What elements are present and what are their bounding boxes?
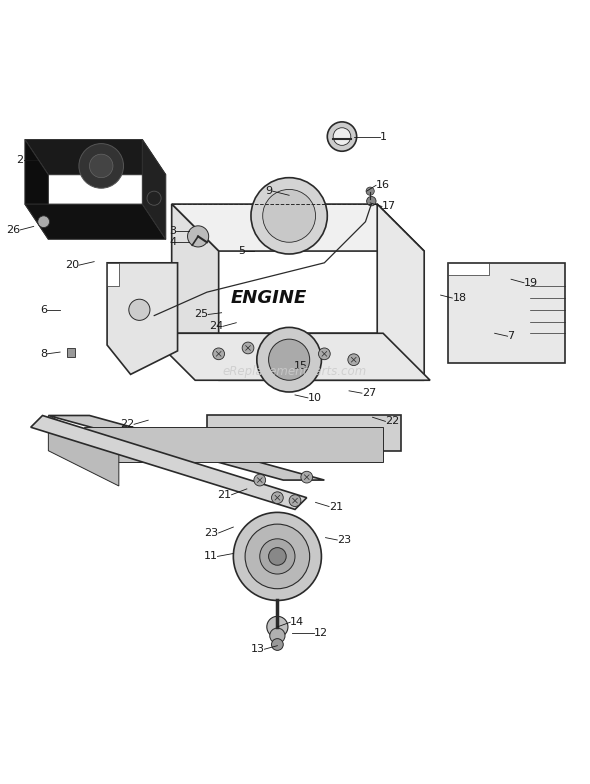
Text: 12: 12 bbox=[314, 628, 328, 637]
Circle shape bbox=[79, 143, 123, 188]
Text: 11: 11 bbox=[204, 551, 218, 561]
Circle shape bbox=[254, 474, 266, 486]
Circle shape bbox=[366, 187, 374, 195]
Text: 22: 22 bbox=[385, 416, 399, 426]
Text: 3: 3 bbox=[169, 226, 176, 235]
Text: 7: 7 bbox=[507, 331, 514, 341]
Circle shape bbox=[327, 122, 357, 151]
Circle shape bbox=[333, 128, 351, 145]
Text: 18: 18 bbox=[453, 293, 467, 303]
Text: 21: 21 bbox=[329, 502, 343, 511]
Polygon shape bbox=[172, 204, 424, 251]
Text: 4: 4 bbox=[169, 238, 176, 247]
Polygon shape bbox=[377, 204, 424, 380]
Circle shape bbox=[129, 299, 150, 321]
Text: 20: 20 bbox=[65, 260, 79, 270]
Text: 1: 1 bbox=[380, 132, 387, 142]
Text: 14: 14 bbox=[290, 617, 304, 627]
Circle shape bbox=[260, 539, 295, 574]
Circle shape bbox=[38, 216, 50, 227]
Circle shape bbox=[213, 348, 225, 360]
Text: eReplacementParts.com: eReplacementParts.com bbox=[223, 365, 367, 378]
Circle shape bbox=[301, 471, 313, 483]
Circle shape bbox=[268, 339, 310, 380]
Text: 17: 17 bbox=[382, 201, 396, 212]
Text: 19: 19 bbox=[524, 278, 538, 288]
Polygon shape bbox=[84, 427, 383, 463]
Circle shape bbox=[289, 495, 301, 506]
Circle shape bbox=[268, 547, 286, 565]
Polygon shape bbox=[172, 333, 424, 380]
Polygon shape bbox=[25, 140, 48, 239]
Circle shape bbox=[366, 197, 376, 206]
Polygon shape bbox=[48, 416, 324, 480]
Text: 2: 2 bbox=[17, 155, 24, 165]
Circle shape bbox=[147, 191, 161, 205]
Text: 6: 6 bbox=[40, 305, 47, 315]
Text: 22: 22 bbox=[120, 419, 134, 430]
Circle shape bbox=[257, 328, 322, 392]
Polygon shape bbox=[67, 348, 75, 357]
Polygon shape bbox=[107, 263, 178, 375]
Circle shape bbox=[251, 178, 327, 254]
Polygon shape bbox=[148, 333, 430, 380]
Circle shape bbox=[263, 190, 316, 242]
Circle shape bbox=[188, 226, 209, 247]
Polygon shape bbox=[25, 204, 166, 239]
Text: 21: 21 bbox=[218, 490, 232, 499]
Polygon shape bbox=[142, 140, 166, 239]
Polygon shape bbox=[48, 416, 119, 486]
Polygon shape bbox=[31, 416, 307, 510]
Circle shape bbox=[233, 513, 322, 601]
Text: ENGINE: ENGINE bbox=[231, 289, 307, 307]
Text: 15: 15 bbox=[294, 361, 308, 371]
Circle shape bbox=[348, 354, 359, 365]
Text: 26: 26 bbox=[6, 225, 20, 235]
Text: 8: 8 bbox=[40, 349, 47, 359]
Text: 25: 25 bbox=[194, 310, 208, 320]
Circle shape bbox=[267, 616, 288, 637]
Circle shape bbox=[90, 154, 113, 178]
Polygon shape bbox=[207, 416, 401, 451]
Text: 23: 23 bbox=[205, 528, 219, 538]
Text: 16: 16 bbox=[376, 180, 390, 191]
Polygon shape bbox=[448, 263, 565, 363]
Text: 23: 23 bbox=[337, 535, 352, 545]
Circle shape bbox=[319, 348, 330, 360]
Text: 27: 27 bbox=[362, 388, 376, 398]
Circle shape bbox=[270, 628, 285, 644]
Polygon shape bbox=[172, 204, 219, 380]
Polygon shape bbox=[25, 140, 166, 175]
Text: 9: 9 bbox=[266, 186, 273, 196]
Text: 13: 13 bbox=[251, 644, 264, 654]
Text: 24: 24 bbox=[209, 321, 224, 331]
Circle shape bbox=[271, 639, 283, 651]
Text: 10: 10 bbox=[308, 393, 322, 403]
Polygon shape bbox=[107, 263, 119, 286]
Circle shape bbox=[271, 492, 283, 503]
Circle shape bbox=[242, 342, 254, 354]
Text: 5: 5 bbox=[238, 246, 245, 256]
Polygon shape bbox=[448, 263, 489, 274]
Circle shape bbox=[245, 524, 310, 589]
